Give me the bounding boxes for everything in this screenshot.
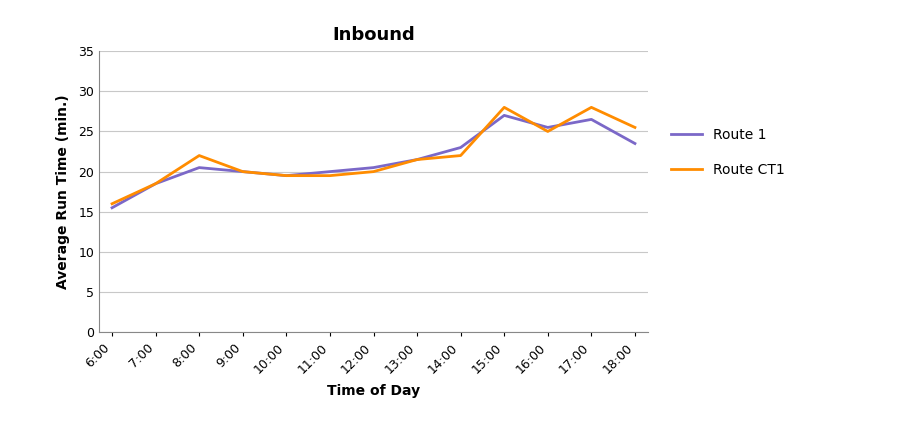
Route CT1 <box>194 153 204 158</box>
Route 1 <box>107 205 118 210</box>
Route 1 <box>368 165 379 170</box>
Route 1 <box>455 145 466 150</box>
Route CT1 <box>586 105 597 110</box>
Y-axis label: Average Run Time (min.): Average Run Time (min.) <box>56 95 70 289</box>
Route CT1 <box>281 173 292 178</box>
Route CT1 <box>411 157 422 162</box>
Route CT1 <box>325 173 336 178</box>
Route CT1 <box>368 169 379 174</box>
Route 1 <box>238 169 248 174</box>
Route CT1 <box>543 129 553 134</box>
Route CT1 <box>150 181 161 186</box>
Route CT1 <box>455 153 466 158</box>
Route 1 <box>411 157 422 162</box>
Route 1 <box>150 181 161 186</box>
Line: Route 1: Route 1 <box>112 115 634 208</box>
Legend: Route 1, Route CT1: Route 1, Route CT1 <box>671 128 785 177</box>
Route CT1 <box>107 201 118 206</box>
Route CT1 <box>238 169 248 174</box>
Route CT1 <box>499 105 509 110</box>
Route 1 <box>586 117 597 122</box>
Route 1 <box>325 169 336 174</box>
Route 1 <box>629 141 640 146</box>
Line: Route CT1: Route CT1 <box>112 107 634 204</box>
Route 1 <box>543 125 553 130</box>
X-axis label: Time of Day: Time of Day <box>327 384 420 398</box>
Route 1 <box>499 113 509 118</box>
Route 1 <box>194 165 204 170</box>
Title: Inbound: Inbound <box>332 26 415 44</box>
Route 1 <box>281 173 292 178</box>
Route CT1 <box>629 125 640 130</box>
